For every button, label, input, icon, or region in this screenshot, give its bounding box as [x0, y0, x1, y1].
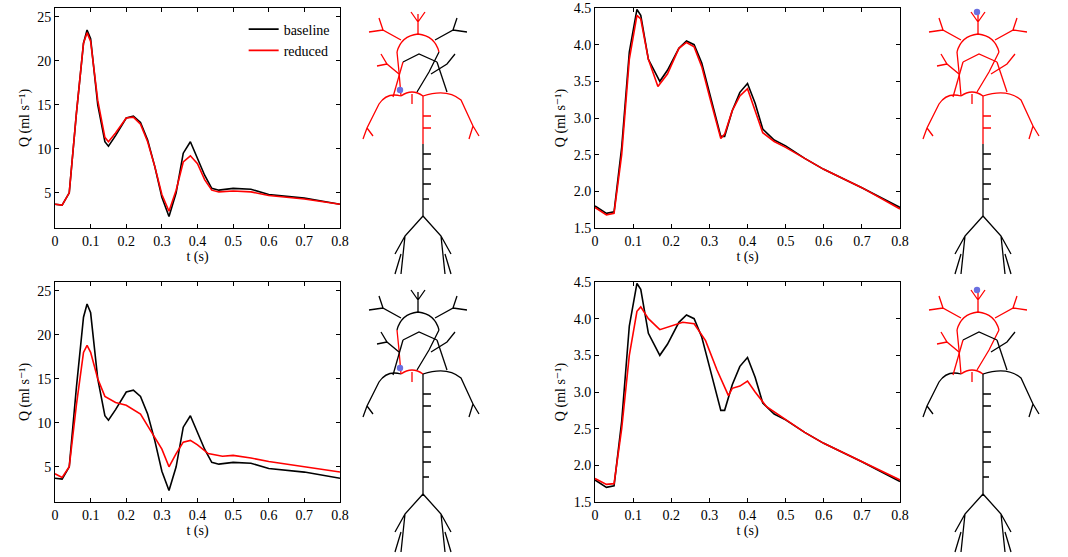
svg-text:reduced: reduced [284, 44, 328, 59]
svg-text:2.5: 2.5 [574, 422, 592, 437]
svg-text:4.0: 4.0 [574, 38, 592, 53]
svg-text:0.2: 0.2 [663, 508, 681, 523]
svg-text:0.3: 0.3 [701, 508, 719, 523]
svg-text:0.8: 0.8 [891, 508, 909, 523]
svg-text:0.6: 0.6 [815, 508, 833, 523]
svg-text:Q (ml s⁻¹): Q (ml s⁻¹) [17, 89, 33, 148]
svg-text:0: 0 [52, 508, 59, 523]
svg-text:0: 0 [592, 234, 599, 249]
svg-text:0.4: 0.4 [739, 234, 757, 249]
svg-text:0.8: 0.8 [331, 508, 349, 523]
svg-text:0.2: 0.2 [663, 234, 681, 249]
svg-text:0.6: 0.6 [260, 234, 278, 249]
svg-text:0: 0 [52, 234, 59, 249]
svg-text:t (s): t (s) [186, 249, 209, 265]
svg-text:Q (ml s⁻¹): Q (ml s⁻¹) [553, 363, 569, 422]
svg-text:0.2: 0.2 [118, 508, 136, 523]
svg-text:t (s): t (s) [736, 249, 759, 265]
svg-text:0.7: 0.7 [296, 508, 314, 523]
svg-text:Q (ml s⁻¹): Q (ml s⁻¹) [17, 363, 33, 422]
svg-text:1.5: 1.5 [574, 221, 592, 236]
svg-text:0.5: 0.5 [777, 508, 795, 523]
svg-text:0.3: 0.3 [153, 234, 171, 249]
svg-text:0.8: 0.8 [331, 234, 349, 249]
svg-text:5: 5 [44, 186, 51, 201]
svg-text:4.0: 4.0 [574, 312, 592, 327]
svg-text:2.0: 2.0 [574, 458, 592, 473]
svg-text:0.1: 0.1 [82, 234, 100, 249]
svg-text:0.6: 0.6 [260, 508, 278, 523]
svg-text:3.0: 3.0 [574, 111, 592, 126]
svg-text:0.3: 0.3 [701, 234, 719, 249]
svg-text:0.5: 0.5 [224, 234, 242, 249]
svg-text:0: 0 [592, 508, 599, 523]
svg-text:20: 20 [37, 54, 51, 69]
svg-text:10: 10 [37, 416, 51, 431]
svg-text:t (s): t (s) [186, 523, 209, 539]
svg-text:0.5: 0.5 [224, 508, 242, 523]
svg-text:3.5: 3.5 [574, 74, 592, 89]
svg-text:3.5: 3.5 [574, 348, 592, 363]
svg-text:0.3: 0.3 [153, 508, 171, 523]
svg-text:0.1: 0.1 [624, 508, 642, 523]
svg-text:4.5: 4.5 [574, 1, 592, 16]
svg-text:3.0: 3.0 [574, 385, 592, 400]
svg-text:Q (ml s⁻¹): Q (ml s⁻¹) [553, 89, 569, 148]
svg-text:0.4: 0.4 [189, 234, 207, 249]
svg-text:10: 10 [37, 142, 51, 157]
svg-text:0.4: 0.4 [189, 508, 207, 523]
svg-text:0.7: 0.7 [853, 508, 871, 523]
svg-text:0.1: 0.1 [624, 234, 642, 249]
svg-text:0.5: 0.5 [777, 234, 795, 249]
svg-text:20: 20 [37, 328, 51, 343]
svg-text:5: 5 [44, 460, 51, 475]
svg-text:15: 15 [37, 372, 51, 387]
svg-text:t (s): t (s) [736, 523, 759, 539]
svg-text:baseline: baseline [284, 23, 330, 38]
svg-text:0.8: 0.8 [891, 234, 909, 249]
svg-text:0.6: 0.6 [815, 234, 833, 249]
svg-text:0.2: 0.2 [118, 234, 136, 249]
svg-text:0.7: 0.7 [853, 234, 871, 249]
svg-text:15: 15 [37, 98, 51, 113]
svg-text:2.0: 2.0 [574, 184, 592, 199]
svg-text:0.1: 0.1 [82, 508, 100, 523]
svg-text:25: 25 [37, 10, 51, 25]
svg-text:0.4: 0.4 [739, 508, 757, 523]
svg-text:2.5: 2.5 [574, 148, 592, 163]
svg-text:1.5: 1.5 [574, 495, 592, 510]
svg-text:0.7: 0.7 [296, 234, 314, 249]
svg-text:4.5: 4.5 [574, 275, 592, 290]
svg-text:25: 25 [37, 284, 51, 299]
